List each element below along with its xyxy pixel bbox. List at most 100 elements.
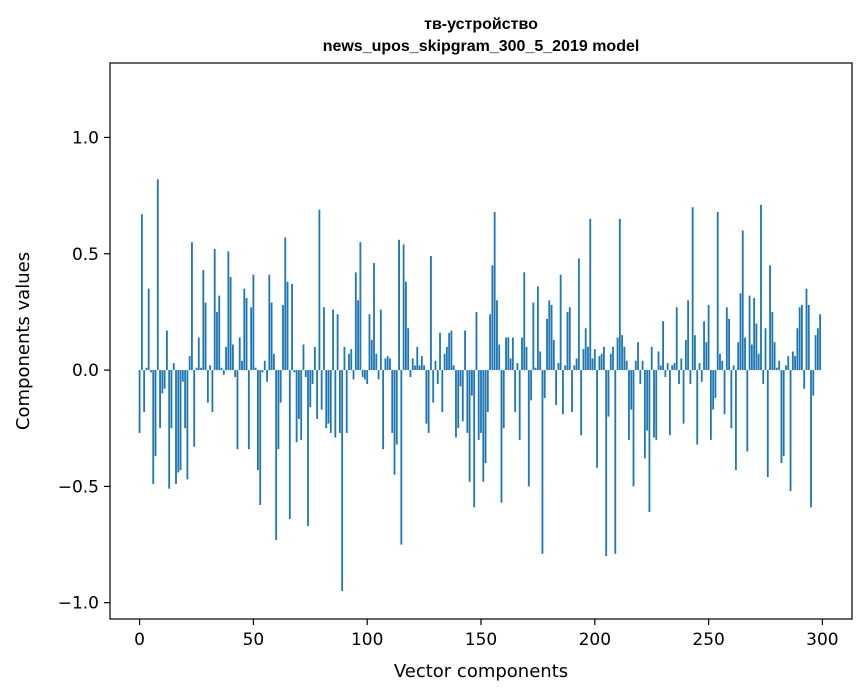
bar bbox=[696, 370, 699, 445]
bar bbox=[468, 370, 471, 482]
bar bbox=[450, 330, 453, 371]
bar bbox=[204, 302, 207, 371]
bar bbox=[816, 328, 819, 371]
bar bbox=[334, 370, 337, 438]
bar bbox=[366, 370, 369, 385]
x-tick-label: 300 bbox=[806, 630, 838, 650]
bar bbox=[623, 346, 626, 371]
bar bbox=[600, 353, 603, 371]
bar bbox=[603, 346, 605, 371]
bar bbox=[350, 349, 353, 371]
bar bbox=[377, 370, 380, 380]
bar bbox=[243, 288, 246, 371]
y-tick-label: −1.0 bbox=[58, 594, 99, 614]
bar bbox=[496, 300, 498, 371]
bar bbox=[359, 242, 362, 371]
bar bbox=[484, 370, 487, 464]
bar bbox=[364, 370, 366, 380]
bar bbox=[150, 370, 152, 373]
bar bbox=[607, 370, 610, 417]
bar bbox=[641, 360, 644, 371]
bar bbox=[222, 370, 225, 375]
bar bbox=[573, 365, 576, 371]
bar bbox=[311, 370, 314, 385]
bar bbox=[379, 309, 382, 371]
bar bbox=[775, 367, 778, 371]
bar bbox=[650, 346, 653, 371]
y-axis-ticks: −1.0 −0.5 0.0 0.5 1.0 bbox=[58, 128, 110, 614]
bar bbox=[564, 365, 567, 371]
bar bbox=[593, 349, 596, 371]
bar bbox=[562, 370, 564, 415]
bar bbox=[284, 237, 287, 371]
bar bbox=[163, 370, 166, 389]
bar bbox=[298, 370, 300, 419]
bar bbox=[300, 370, 303, 440]
bar bbox=[750, 344, 753, 371]
bar bbox=[746, 370, 749, 452]
bar bbox=[275, 370, 278, 540]
bar bbox=[257, 370, 259, 471]
bar bbox=[232, 344, 234, 371]
bar bbox=[270, 302, 273, 371]
bar bbox=[393, 370, 396, 475]
bar bbox=[357, 300, 359, 371]
bar bbox=[288, 370, 291, 519]
y-tick-label: 0.0 bbox=[72, 361, 99, 381]
bar bbox=[691, 207, 694, 371]
bar bbox=[432, 370, 435, 403]
bar bbox=[705, 342, 708, 371]
bar bbox=[172, 363, 175, 371]
bar bbox=[769, 265, 771, 371]
bar bbox=[186, 370, 189, 480]
bar-series bbox=[138, 179, 822, 592]
bar bbox=[671, 365, 674, 371]
x-tick-label: 250 bbox=[692, 630, 724, 650]
bar bbox=[184, 370, 187, 429]
bar bbox=[227, 251, 230, 371]
bar bbox=[325, 370, 328, 429]
bar bbox=[762, 370, 765, 385]
bar bbox=[534, 367, 537, 371]
bar bbox=[225, 346, 227, 371]
bar bbox=[282, 304, 284, 371]
bar bbox=[555, 370, 558, 405]
bar bbox=[259, 370, 262, 506]
bar bbox=[530, 370, 532, 401]
bar bbox=[598, 356, 601, 371]
bar bbox=[332, 309, 334, 371]
bar bbox=[327, 370, 330, 424]
bar bbox=[407, 328, 410, 371]
bar bbox=[532, 302, 535, 371]
bar bbox=[712, 370, 715, 410]
bar bbox=[628, 370, 630, 440]
bar bbox=[546, 318, 548, 371]
bar bbox=[268, 274, 271, 371]
bar bbox=[794, 356, 797, 371]
bar bbox=[730, 370, 733, 429]
bar bbox=[209, 365, 212, 371]
bar bbox=[466, 370, 469, 433]
bar bbox=[168, 370, 171, 489]
bar bbox=[191, 242, 193, 371]
bar bbox=[165, 330, 168, 371]
bar bbox=[477, 370, 480, 440]
bar bbox=[687, 300, 690, 371]
bar bbox=[716, 211, 719, 371]
bar bbox=[234, 370, 237, 378]
bar bbox=[748, 295, 751, 371]
bar bbox=[801, 304, 803, 371]
bar bbox=[452, 365, 455, 371]
bar bbox=[664, 370, 667, 378]
bar bbox=[441, 370, 444, 412]
bar bbox=[352, 370, 355, 380]
bar bbox=[389, 358, 391, 371]
bar bbox=[427, 370, 430, 433]
bar bbox=[254, 367, 257, 371]
bar bbox=[714, 370, 717, 398]
bar bbox=[632, 370, 635, 487]
bar bbox=[618, 218, 621, 371]
bar bbox=[803, 370, 806, 389]
bar bbox=[461, 370, 464, 422]
bar bbox=[707, 304, 710, 371]
